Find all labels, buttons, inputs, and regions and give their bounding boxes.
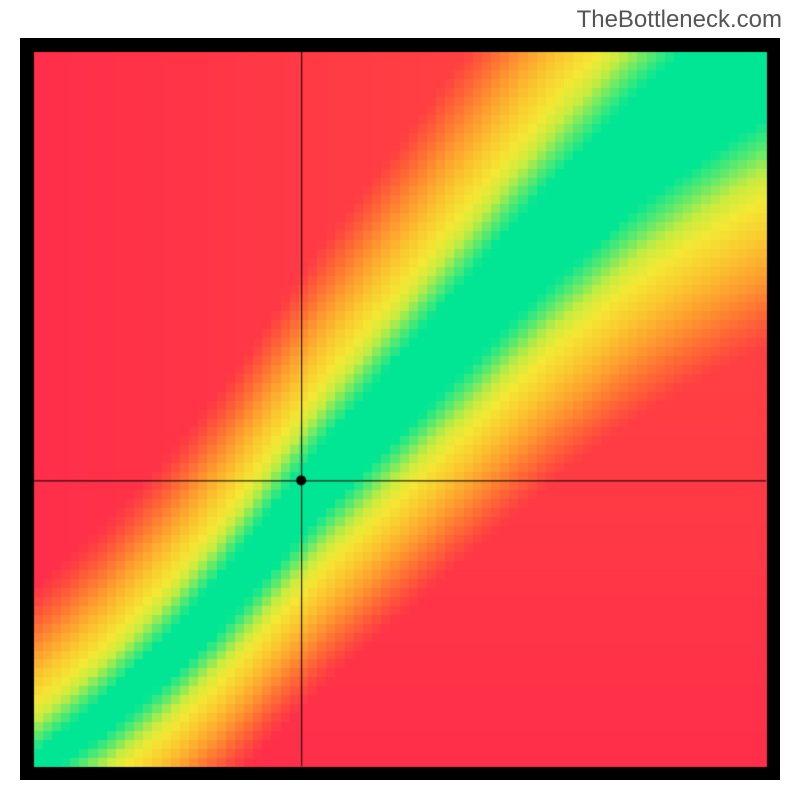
chart-container: TheBottleneck.com xyxy=(0,0,800,800)
heatmap-plot-area xyxy=(20,38,780,780)
heatmap-canvas xyxy=(20,38,780,780)
watermark-text: TheBottleneck.com xyxy=(577,6,782,34)
